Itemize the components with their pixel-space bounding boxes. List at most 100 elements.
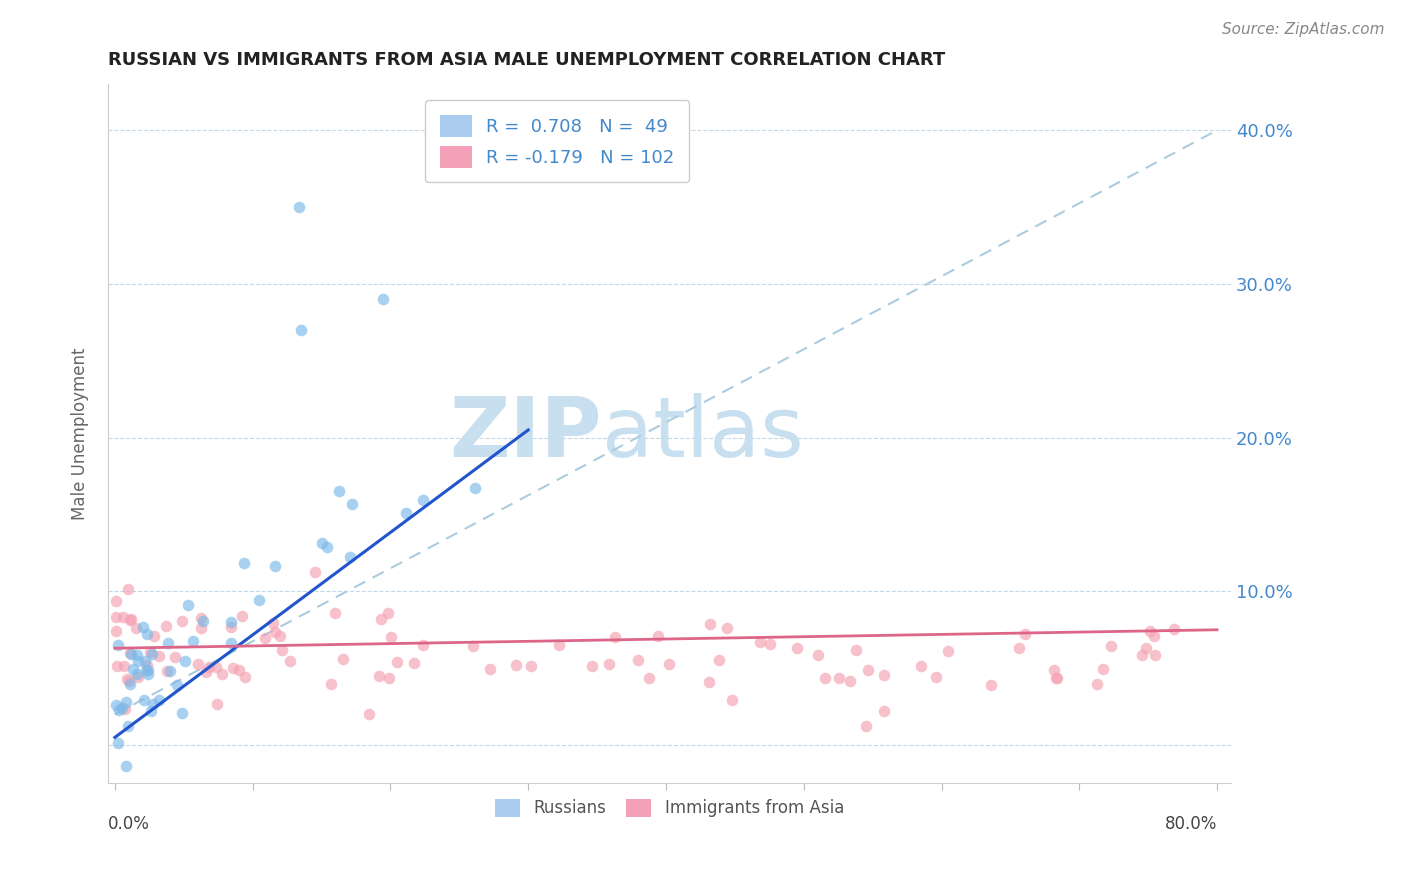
Text: Source: ZipAtlas.com: Source: ZipAtlas.com bbox=[1222, 22, 1385, 37]
Point bbox=[125, 648, 148, 662]
Legend: Russians, Immigrants from Asia: Russians, Immigrants from Asia bbox=[488, 792, 851, 824]
Point bbox=[856, 663, 879, 677]
Point bbox=[163, 649, 186, 664]
Point bbox=[412, 638, 434, 652]
Point bbox=[845, 643, 868, 657]
Point bbox=[910, 659, 932, 673]
Point bbox=[378, 671, 401, 685]
Point bbox=[1043, 663, 1066, 677]
Point bbox=[117, 719, 139, 733]
Point bbox=[598, 657, 620, 671]
Point bbox=[115, 695, 138, 709]
Point bbox=[1046, 671, 1069, 685]
Point bbox=[1163, 622, 1185, 636]
Point bbox=[936, 644, 959, 658]
Point bbox=[278, 654, 301, 668]
Point bbox=[288, 200, 311, 214]
Point bbox=[198, 659, 221, 673]
Point bbox=[1092, 662, 1115, 676]
Point bbox=[190, 611, 212, 625]
Point bbox=[377, 606, 399, 620]
Point bbox=[136, 657, 159, 672]
Point bbox=[1143, 648, 1166, 662]
Point bbox=[321, 677, 343, 691]
Point bbox=[118, 673, 141, 688]
Y-axis label: Male Unemployment: Male Unemployment bbox=[72, 348, 89, 520]
Point bbox=[1014, 627, 1036, 641]
Point bbox=[697, 674, 720, 689]
Point bbox=[136, 666, 159, 681]
Point bbox=[143, 629, 166, 643]
Point bbox=[707, 653, 730, 667]
Point bbox=[115, 672, 138, 686]
Point bbox=[207, 697, 229, 711]
Point bbox=[814, 671, 837, 685]
Point bbox=[141, 647, 163, 661]
Point bbox=[316, 540, 339, 554]
Point bbox=[222, 660, 245, 674]
Point bbox=[127, 670, 149, 684]
Point bbox=[269, 629, 291, 643]
Point bbox=[370, 612, 392, 626]
Point bbox=[112, 609, 135, 624]
Point bbox=[231, 609, 253, 624]
Point bbox=[380, 630, 402, 644]
Text: 80.0%: 80.0% bbox=[1164, 815, 1218, 833]
Point bbox=[271, 642, 294, 657]
Point bbox=[371, 293, 394, 307]
Point bbox=[114, 702, 136, 716]
Point bbox=[786, 640, 808, 655]
Point bbox=[520, 658, 543, 673]
Point bbox=[111, 701, 134, 715]
Point bbox=[464, 481, 486, 495]
Point bbox=[190, 621, 212, 635]
Point bbox=[170, 614, 193, 628]
Point bbox=[828, 671, 851, 685]
Point bbox=[131, 620, 153, 634]
Point bbox=[716, 621, 738, 635]
Point bbox=[357, 707, 380, 722]
Point bbox=[478, 663, 501, 677]
Point bbox=[328, 483, 350, 498]
Point bbox=[118, 613, 141, 627]
Point bbox=[699, 617, 721, 632]
Point bbox=[174, 653, 197, 667]
Point bbox=[105, 610, 128, 624]
Point bbox=[136, 627, 159, 641]
Point bbox=[547, 638, 569, 652]
Point bbox=[166, 678, 188, 692]
Point bbox=[120, 646, 142, 660]
Point bbox=[412, 492, 434, 507]
Point bbox=[807, 648, 830, 662]
Point bbox=[142, 698, 165, 712]
Point bbox=[170, 706, 193, 720]
Text: atlas: atlas bbox=[602, 393, 804, 475]
Point bbox=[395, 506, 418, 520]
Point bbox=[233, 670, 256, 684]
Point bbox=[332, 652, 354, 666]
Point bbox=[148, 648, 170, 663]
Point bbox=[581, 658, 603, 673]
Text: ZIP: ZIP bbox=[450, 393, 602, 475]
Point bbox=[177, 598, 200, 612]
Point bbox=[112, 659, 135, 673]
Point bbox=[638, 671, 661, 685]
Point bbox=[228, 664, 250, 678]
Point bbox=[749, 635, 772, 649]
Point bbox=[122, 662, 145, 676]
Text: RUSSIAN VS IMMIGRANTS FROM ASIA MALE UNEMPLOYMENT CORRELATION CHART: RUSSIAN VS IMMIGRANTS FROM ASIA MALE UNE… bbox=[108, 51, 945, 69]
Point bbox=[1143, 630, 1166, 644]
Point bbox=[120, 647, 142, 661]
Point bbox=[404, 656, 426, 670]
Point bbox=[156, 665, 179, 679]
Point bbox=[263, 559, 285, 574]
Point bbox=[125, 621, 148, 635]
Point bbox=[118, 677, 141, 691]
Point bbox=[1045, 671, 1067, 685]
Point bbox=[1139, 624, 1161, 638]
Point bbox=[115, 759, 138, 773]
Text: 0.0%: 0.0% bbox=[108, 815, 150, 833]
Point bbox=[658, 657, 681, 671]
Point bbox=[290, 323, 312, 337]
Point bbox=[759, 637, 782, 651]
